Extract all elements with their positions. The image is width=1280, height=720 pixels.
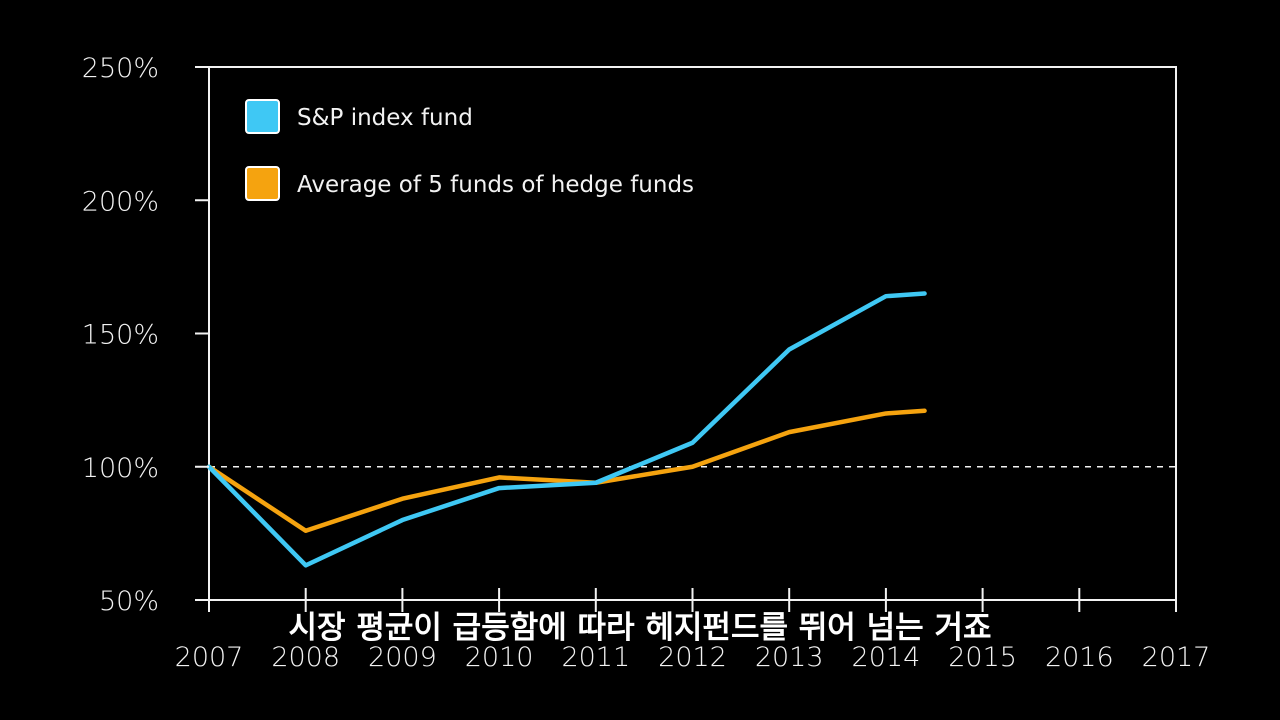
x-tick-label: 2011 — [561, 642, 630, 673]
y-tick-label: 100% — [82, 453, 159, 484]
legend-label: Average of 5 funds of hedge funds — [297, 172, 694, 198]
x-tick-label: 2008 — [271, 642, 340, 673]
legend-swatch — [245, 99, 280, 134]
x-tick-label: 2013 — [755, 642, 824, 673]
x-tick-label: 2015 — [948, 642, 1017, 673]
x-tick-label: 2016 — [1045, 642, 1114, 673]
subtitle-caption: 시장 평균이 급등함에 따라 헤지펀드를 뛰어 넘는 거죠 — [288, 610, 992, 646]
y-tick-label: 200% — [82, 186, 159, 217]
x-tick-label: 2014 — [852, 642, 921, 673]
series-line — [206, 408, 927, 533]
legend-label: S&P index fund — [297, 105, 473, 131]
x-tick-label: 2007 — [175, 642, 244, 673]
x-tick-label: 2009 — [368, 642, 437, 673]
x-tick-label: 2012 — [658, 642, 727, 673]
y-tick-label: 50% — [99, 586, 159, 617]
x-tick-label: 2010 — [465, 642, 534, 673]
series-line — [206, 291, 927, 568]
plot-frame — [208, 66, 1177, 601]
legend-swatch — [245, 166, 280, 201]
x-tick-label: 2017 — [1142, 642, 1211, 673]
y-tick-label: 150% — [82, 320, 159, 351]
y-tick-label: 250% — [82, 53, 159, 84]
